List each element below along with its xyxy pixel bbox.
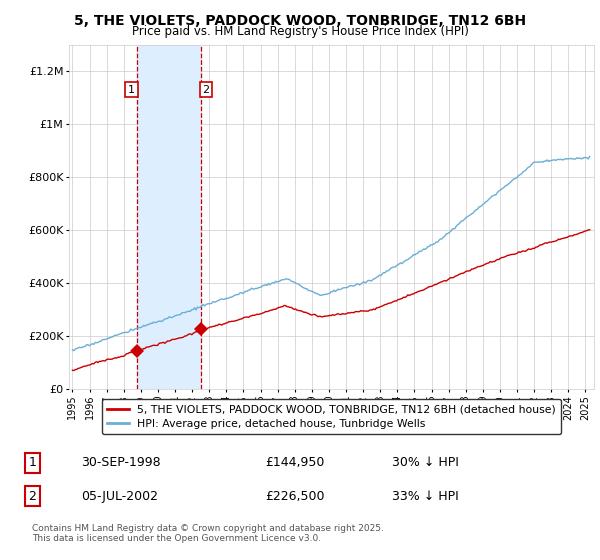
Text: Price paid vs. HM Land Registry's House Price Index (HPI): Price paid vs. HM Land Registry's House … [131,25,469,38]
Text: 5, THE VIOLETS, PADDOCK WOOD, TONBRIDGE, TN12 6BH: 5, THE VIOLETS, PADDOCK WOOD, TONBRIDGE,… [74,14,526,28]
Text: 1: 1 [28,456,36,469]
Text: Contains HM Land Registry data © Crown copyright and database right 2025.
This d: Contains HM Land Registry data © Crown c… [32,524,384,543]
Text: 2: 2 [202,85,209,95]
Text: 2: 2 [28,489,36,503]
Text: 30-SEP-1998: 30-SEP-1998 [81,456,161,469]
Text: £144,950: £144,950 [265,456,325,469]
Text: £226,500: £226,500 [265,489,325,503]
Text: 30% ↓ HPI: 30% ↓ HPI [392,456,459,469]
Text: 33% ↓ HPI: 33% ↓ HPI [392,489,459,503]
Bar [137,45,200,389]
Text: 1: 1 [128,85,135,95]
Text: 05-JUL-2002: 05-JUL-2002 [81,489,158,503]
Legend: 5, THE VIOLETS, PADDOCK WOOD, TONBRIDGE, TN12 6BH (detached house), HPI: Average: 5, THE VIOLETS, PADDOCK WOOD, TONBRIDGE,… [101,399,562,434]
